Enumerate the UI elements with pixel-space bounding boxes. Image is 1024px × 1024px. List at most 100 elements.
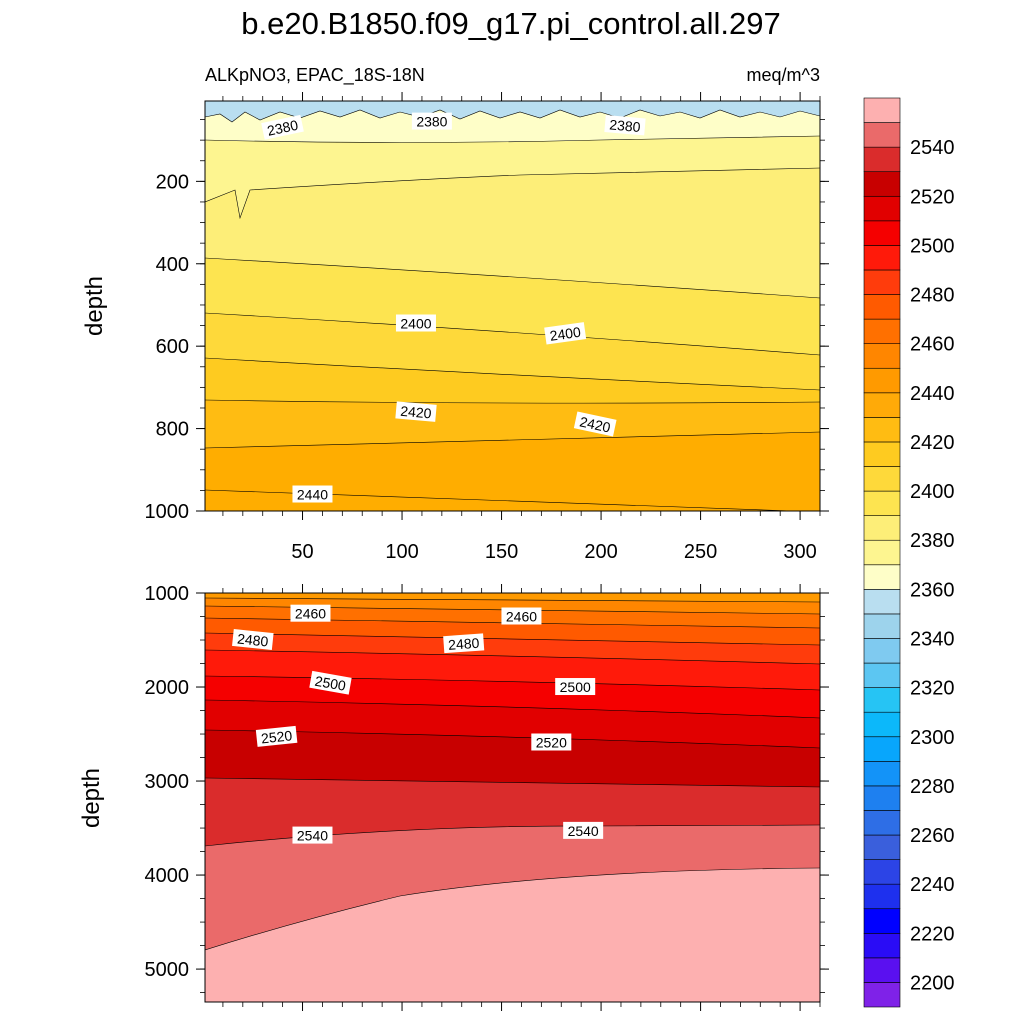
colorbar: 2200 2220 2240 2260 2280 2300 2320 2340 2360 2380… (863, 97, 955, 1008)
colorbar-swatch (863, 220, 901, 246)
colorbar-swatch (863, 711, 901, 738)
contour-label-bg (544, 322, 587, 345)
contour-label-text: 2400 (549, 324, 582, 344)
units-label: meq/m^3 (747, 65, 820, 85)
colorbar-swatch (863, 785, 901, 811)
contour-label: 2400 (395, 314, 436, 332)
contour-label: 2380 (604, 115, 646, 136)
lower-contour-labels: 2460 2460 2480 2480 2500 2500 2520 2520 2540 2540 (232, 604, 604, 844)
ytick-label: 3000 (145, 771, 190, 793)
colorbar-label: 2460 (910, 334, 955, 356)
contour-label-text: 2540 (568, 823, 599, 839)
variable-label: ALKpNO3, EPAC_18S-18N (205, 65, 425, 86)
xtick-label: 200 (584, 541, 617, 563)
colorbar-label: 2360 (910, 579, 955, 601)
colorbar-swatch (863, 957, 901, 983)
chart-title: b.e20.B1850.f09_g17.pi_control.all.297 (241, 6, 781, 41)
colorbar-swatch (863, 932, 901, 959)
colorbar-label: 2240 (910, 874, 955, 896)
colorbar-swatch (863, 367, 901, 394)
contour-label: 2420 (573, 411, 617, 437)
contour-label-bg (290, 604, 331, 622)
colorbar-swatch (863, 687, 901, 713)
lower-ticks: 1000 2000 3000 4000 5000 (145, 583, 829, 1011)
colorbar-label: 2260 (910, 825, 955, 847)
colorbar-swatch (863, 761, 901, 787)
contour-label-bg (232, 628, 274, 651)
colorbar-label: 2500 (910, 235, 955, 257)
colorbar-swatch (863, 441, 901, 467)
colorbar-swatch (863, 195, 901, 222)
lower-ylabel: depth (78, 768, 105, 828)
colorbar-label: 2380 (910, 530, 955, 552)
ytick-label: 600 (156, 336, 189, 358)
contour-label-bg (395, 314, 436, 332)
colorbar-swatch (863, 245, 901, 271)
colorbar-label: 2420 (910, 432, 955, 454)
colorbar-swatch (863, 638, 901, 664)
ytick-label: 2000 (145, 677, 190, 699)
colorbar-swatch (863, 539, 901, 566)
contour-label-text: 2380 (609, 116, 642, 135)
contour-label: 2460 (290, 604, 331, 622)
colorbar-label: 2540 (910, 137, 955, 159)
colorbar-swatch (863, 883, 901, 910)
colorbar-swatch (863, 564, 901, 590)
xtick-label: 300 (783, 541, 816, 563)
colorbar-swatch (863, 589, 901, 615)
contour-label: 2540 (292, 826, 333, 844)
contour-label-text: 2480 (236, 630, 269, 649)
contour-label-bg (261, 114, 304, 140)
band-2440-2450 (205, 593, 820, 602)
colorbar-swatch (863, 859, 901, 885)
contour-label-text: 2420 (400, 403, 433, 422)
contour-label-text: 2460 (295, 606, 326, 622)
contour-label-bg (309, 670, 352, 695)
contour-label: 2520 (255, 725, 298, 747)
colorbar-swatch (863, 613, 901, 639)
contour-label: 2380 (261, 114, 304, 140)
colorbar-swatch (863, 294, 901, 320)
contour-label-bg (255, 725, 298, 747)
colorbar-label: 2300 (910, 727, 955, 749)
colorbar-swatch (863, 97, 901, 123)
contour-label-bg (411, 112, 452, 130)
upper-contour-labels: 2380 2380 2380 2400 2400 2420 2420 2440 (261, 112, 646, 503)
colorbar-swatch (863, 466, 901, 492)
contour-label-bg (292, 826, 333, 844)
contour-label: 2400 (544, 322, 587, 345)
contour-label-text: 2500 (314, 673, 348, 694)
contour-label-bg (563, 821, 604, 839)
xtick-label: 150 (485, 541, 518, 563)
contour-label-text: 2540 (297, 828, 328, 844)
contour-label-bg (573, 411, 617, 437)
contour-label-bg (443, 633, 485, 654)
contour-label: 2380 (411, 112, 452, 130)
contour-label: 2520 (531, 733, 572, 751)
ytick-label: 800 (156, 419, 189, 441)
contour-label-bg (555, 678, 596, 696)
upper-ylabel: depth (81, 276, 108, 336)
contour-label-text: 2480 (448, 635, 480, 653)
colorbar-swatch (863, 736, 901, 762)
colorbar-label: 2320 (910, 678, 955, 700)
xtick-label: 100 (385, 541, 418, 563)
colorbar-label: 2400 (910, 481, 955, 503)
colorbar-label: 2520 (910, 186, 955, 208)
contour-label-text: 2520 (260, 727, 293, 746)
band-2350-2360 (205, 101, 820, 122)
contour-label-bg (604, 115, 646, 136)
contour-lines-upper (205, 109, 820, 511)
contour-label-text: 2400 (400, 316, 431, 332)
colorbar-swatch (863, 490, 901, 516)
ytick-label: 1000 (145, 501, 190, 523)
colorbar-label: 2200 (910, 972, 955, 994)
colorbar-swatch (863, 122, 901, 148)
contour-label-text: 2500 (560, 679, 591, 695)
upper-ticks: 200 400 600 800 1000 50 100 150 200 250 300 (145, 92, 829, 563)
colorbar-swatch (863, 515, 901, 541)
contour-label: 2440 (292, 485, 333, 503)
colorbar-swatch (863, 662, 901, 688)
ytick-label: 5000 (145, 959, 190, 981)
